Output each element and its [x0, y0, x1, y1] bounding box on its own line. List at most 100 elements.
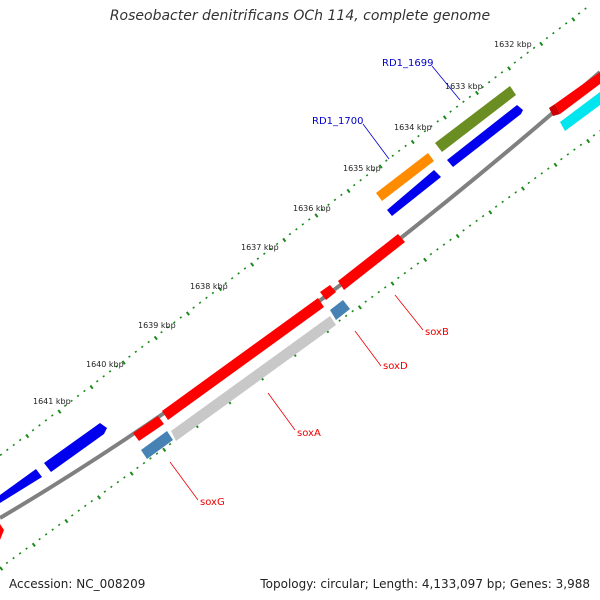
feature-arrow-soxD[interactable] [330, 300, 350, 320]
minor-tick [436, 248, 439, 251]
minor-tick [90, 499, 94, 503]
feature-arrow-rd1-1699[interactable] [435, 86, 516, 152]
gene-arrow-reverse[interactable] [0, 469, 42, 503]
leader-soxD [354, 330, 382, 367]
minor-tick [468, 95, 472, 99]
tick-label-1634: 1634 kbp [394, 123, 432, 132]
major-tick [0, 566, 4, 571]
feature-arrow-soxG[interactable] [141, 431, 173, 459]
minor-tick [481, 214, 485, 218]
outer-tick-ring [0, 7, 587, 456]
minor-tick [494, 205, 498, 208]
minor-tick [128, 355, 131, 358]
gene-arrow-forward[interactable] [0, 524, 4, 540]
minor-tick [44, 419, 48, 422]
gene-arrow-reverse[interactable] [387, 170, 441, 216]
major-tick [250, 262, 255, 267]
minor-tick [500, 71, 504, 74]
minor-tick [57, 523, 61, 527]
minor-tick [12, 556, 15, 560]
minor-tick [198, 301, 202, 305]
minor-tick [327, 203, 330, 206]
map-title: Roseobacter denitrificans OCh 114, compl… [109, 8, 491, 24]
minor-tick [237, 272, 240, 275]
gene-arrow-forward[interactable] [549, 104, 560, 116]
major-tick [25, 433, 30, 439]
minor-tick [83, 504, 87, 508]
minor-tick [211, 291, 215, 295]
label-soxA[interactable]: soxA [297, 428, 321, 439]
label-leaders [169, 65, 461, 501]
gene-arrow-forward[interactable] [133, 416, 164, 441]
minor-tick [338, 319, 341, 322]
leader-soxG [169, 461, 199, 501]
tick-label-1640: 1640 kbp [86, 360, 124, 369]
minor-tick [592, 134, 596, 137]
minor-tick [173, 321, 176, 324]
minor-tick [0, 453, 3, 456]
minor-tick [436, 120, 440, 123]
minor-tick [344, 314, 348, 318]
minor-tick [372, 169, 375, 172]
major-tick [97, 495, 102, 500]
minor-tick [391, 154, 395, 157]
label-soxB[interactable]: soxB [425, 327, 449, 338]
minor-tick [83, 389, 86, 393]
minor-tick [295, 227, 298, 231]
gene-arrow-forward[interactable] [320, 285, 336, 300]
minor-tick [416, 262, 420, 265]
minor-tick [410, 267, 413, 270]
minor-tick [527, 181, 531, 185]
minor-tick [288, 232, 292, 236]
minor-tick [365, 174, 369, 177]
gene-arrow-reverse[interactable] [44, 423, 107, 472]
minor-tick [44, 533, 48, 536]
major-tick [571, 17, 576, 22]
label-rd1-1700[interactable]: RD1_1700 [312, 116, 363, 127]
gene-arrow-soxA-forward[interactable] [162, 298, 324, 420]
gene-arrow-forward[interactable] [555, 72, 600, 114]
minor-tick [5, 561, 9, 565]
major-tick [423, 257, 428, 263]
minor-tick [12, 443, 16, 447]
minor-tick [340, 193, 343, 197]
leader-soxA [267, 392, 296, 431]
minor-tick [70, 399, 73, 403]
minor-tick [417, 134, 420, 138]
minor-tick [351, 309, 354, 313]
feature-arrow-rd1-1700[interactable] [376, 153, 434, 201]
major-tick [185, 311, 190, 316]
minor-tick [507, 195, 511, 199]
major-tick [57, 409, 62, 414]
minor-tick [579, 143, 583, 147]
minor-tick [547, 167, 550, 170]
minor-tick [449, 238, 452, 242]
feature-arrow-cyan[interactable] [560, 92, 600, 131]
minor-tick [481, 85, 484, 89]
minor-tick [442, 243, 446, 246]
minor-tick [573, 148, 576, 151]
major-tick [64, 518, 69, 524]
label-soxD[interactable]: soxD [383, 361, 408, 372]
minor-tick [487, 80, 491, 84]
label-soxG[interactable]: soxG [200, 497, 225, 508]
minor-tick [532, 46, 536, 50]
gene-arrow-reverse[interactable] [447, 105, 523, 167]
minor-tick [6, 448, 9, 452]
minor-tick [307, 218, 311, 221]
gene-arrow-soxB[interactable] [338, 234, 405, 290]
tick-label-1632: 1632 kbp [494, 40, 532, 49]
label-rd1-1699[interactable]: RD1_1699 [382, 58, 433, 69]
minor-tick [38, 537, 41, 541]
major-tick [89, 384, 94, 390]
minor-tick [149, 457, 152, 460]
major-tick [357, 305, 362, 310]
major-tick [539, 41, 544, 47]
major-tick [488, 210, 493, 215]
feature-arrow-soxA[interactable] [171, 316, 336, 441]
minor-tick [140, 345, 144, 349]
minor-tick [352, 183, 356, 187]
minor-tick [155, 452, 159, 455]
major-tick [455, 233, 460, 239]
